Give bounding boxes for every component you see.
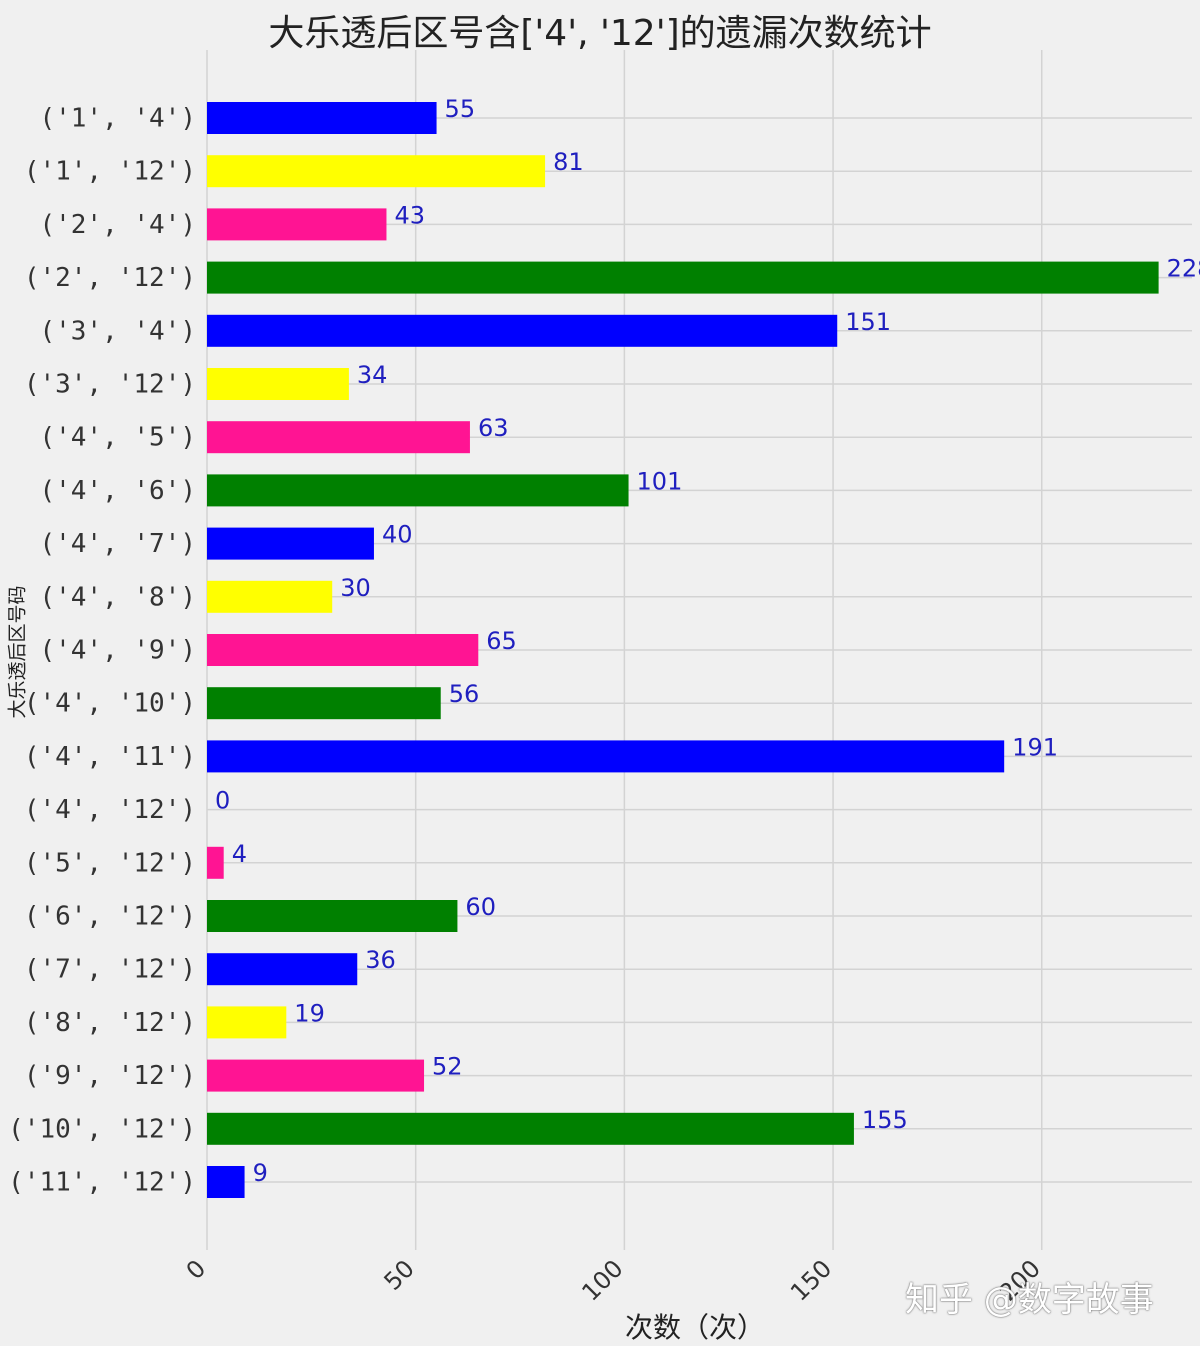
data-label: 65: [486, 627, 517, 655]
y-tick-label: ('2', '4'): [39, 210, 196, 240]
data-label: 9: [253, 1159, 268, 1187]
y-tick-label: ('1', '4'): [39, 104, 196, 134]
bar: [207, 846, 224, 879]
data-label: 36: [365, 946, 396, 974]
bar: [207, 261, 1159, 294]
data-label: 52: [432, 1053, 463, 1081]
bar: [207, 1059, 425, 1092]
data-label: 0: [215, 787, 230, 815]
x-tick-label: 50: [379, 1254, 420, 1295]
data-label: 55: [445, 95, 476, 123]
bar: [207, 208, 387, 241]
bar: [207, 740, 1005, 773]
data-label: 155: [862, 1106, 908, 1134]
bar: [207, 368, 349, 400]
bar: [207, 900, 458, 932]
y-tick-label: ('6', '12'): [24, 902, 196, 932]
bar: [207, 1006, 287, 1039]
bar: [207, 421, 470, 454]
y-tick-label: ('4', '9'): [39, 636, 196, 666]
x-tick-label: 100: [576, 1254, 628, 1306]
y-tick-label: ('3', '12'): [24, 370, 196, 400]
bar: [207, 314, 838, 347]
data-label: 60: [465, 893, 496, 921]
y-tick-label: ('4', '10'): [24, 689, 196, 719]
bar: [207, 1112, 854, 1145]
y-tick-label: ('8', '12'): [24, 1008, 196, 1038]
y-tick-label: ('4', '6'): [39, 476, 196, 506]
x-tick-label: 0: [181, 1254, 212, 1285]
bar: [207, 634, 479, 666]
bar: [207, 687, 441, 720]
y-tick-label: ('4', '5'): [39, 423, 196, 453]
data-label: 4: [232, 840, 247, 868]
data-label: 101: [637, 467, 683, 495]
data-label: 63: [478, 414, 509, 442]
data-label: 151: [845, 308, 891, 336]
y-tick-label: ('5', '12'): [24, 848, 196, 878]
y-tick-label: ('3', '4'): [39, 316, 196, 346]
x-tick-label: 150: [785, 1254, 837, 1306]
watermark: 知乎 @数字故事: [905, 1280, 1154, 1320]
data-label: 34: [357, 361, 388, 389]
bar: [207, 1166, 245, 1198]
bar: [207, 155, 546, 188]
data-label: 19: [294, 999, 325, 1027]
y-tick-label: ('4', '7'): [39, 529, 196, 559]
y-tick-label: ('4', '8'): [39, 582, 196, 612]
y-tick-label: ('1', '12'): [24, 157, 196, 187]
y-tick-label: ('9', '12'): [24, 1061, 196, 1091]
data-label: 56: [449, 680, 480, 708]
data-label: 30: [340, 574, 371, 602]
x-axis-label: 次数（次）: [624, 1311, 766, 1344]
y-tick-label: ('4', '11'): [24, 742, 196, 772]
y-tick-label: ('2', '12'): [24, 263, 196, 293]
y-tick-label: ('7', '12'): [24, 955, 196, 985]
bar: [207, 580, 333, 613]
bar: [207, 527, 374, 560]
data-label: 40: [382, 521, 413, 549]
bar: [207, 953, 358, 986]
bar: [207, 474, 629, 507]
bar: [207, 102, 437, 134]
data-label: 43: [394, 201, 425, 229]
chart-title: 大乐透后区号含['4', '12']的遗漏次数统计: [268, 13, 932, 54]
data-label: 228: [1167, 255, 1200, 283]
data-label: 81: [553, 148, 584, 176]
y-tick-label: ('11', '12'): [8, 1168, 196, 1198]
y-tick-label: ('10', '12'): [8, 1114, 196, 1144]
data-label: 191: [1012, 733, 1058, 761]
y-tick-label: ('4', '12'): [24, 795, 196, 825]
